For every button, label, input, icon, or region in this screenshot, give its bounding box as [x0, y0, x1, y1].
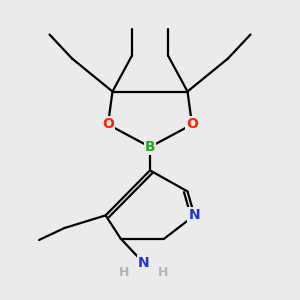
Text: H: H: [119, 266, 130, 279]
Text: O: O: [102, 118, 114, 131]
Text: N: N: [189, 208, 200, 222]
Text: N: N: [138, 256, 150, 270]
Text: B: B: [145, 140, 155, 154]
Text: H: H: [158, 266, 169, 279]
Text: O: O: [186, 118, 198, 131]
